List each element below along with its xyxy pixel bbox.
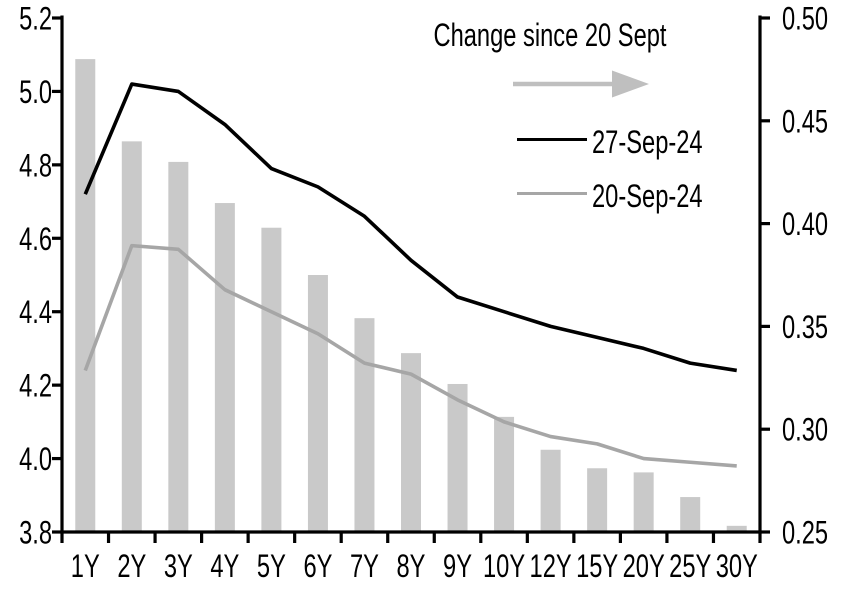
line-swatch-27-sep	[517, 138, 587, 141]
bar-2Y	[121, 141, 142, 532]
x-axis-label-9Y: 9Y	[443, 549, 472, 584]
bar-15Y	[587, 468, 608, 531]
bar-12Y	[540, 449, 561, 531]
bar-7Y	[354, 318, 375, 531]
bar-8Y	[401, 353, 421, 531]
left-axis-tick-label: 3.8	[19, 515, 52, 550]
bar-6Y	[307, 275, 328, 531]
line-swatch-20-sep	[517, 192, 587, 195]
left-axis-tick-label: 4.4	[19, 295, 52, 330]
x-axis-label-5Y: 5Y	[257, 549, 286, 584]
right-axis-tick-label: 0.35	[782, 309, 828, 344]
bar-25Y	[680, 497, 701, 531]
bar-3Y	[168, 161, 189, 532]
line-27-sep-24	[83, 82, 738, 373]
right-arrow-icon	[612, 70, 649, 98]
x-axis-label-4Y: 4Y	[210, 549, 239, 584]
right-axis-tick-label: 0.25	[782, 515, 828, 550]
x-axis-label-30Y: 30Y	[716, 549, 758, 584]
bar-4Y	[214, 203, 235, 532]
bar-9Y	[447, 383, 468, 531]
x-axis-label-8Y: 8Y	[397, 549, 426, 584]
x-axis-label-25Y: 25Y	[669, 549, 711, 584]
left-axis-tick-label: 5.0	[19, 75, 52, 110]
x-axis-label-3Y: 3Y	[164, 549, 193, 584]
x-axis-label-2Y: 2Y	[117, 549, 146, 584]
left-axis-tick-label: 4.6	[19, 221, 52, 256]
bar-1Y	[75, 59, 96, 532]
legend-item-27-sep: 27-Sep-24	[592, 124, 703, 160]
x-axis-label-7Y: 7Y	[350, 549, 379, 584]
right-axis-tick-label: 0.45	[782, 104, 828, 139]
x-axis-label-10Y: 10Y	[483, 549, 525, 584]
bar-10Y	[494, 416, 515, 531]
x-axis-label-1Y: 1Y	[71, 549, 100, 584]
right-axis-tick-label: 0.40	[782, 207, 828, 242]
left-axis-tick-label: 4.2	[19, 368, 52, 403]
left-axis-tick-label: 4.0	[19, 442, 52, 477]
x-axis-label-6Y: 6Y	[303, 549, 332, 584]
x-axis-label-15Y: 15Y	[576, 549, 618, 584]
left-axis-tick-label: 5.2	[19, 1, 52, 36]
x-axis-label-12Y: 12Y	[530, 549, 572, 584]
legend-item-20-sep: 20-Sep-24	[592, 178, 703, 214]
bar-30Y	[726, 525, 747, 531]
right-axis-tick-label: 0.30	[782, 412, 828, 447]
left-axis-tick-label: 4.8	[19, 148, 52, 183]
x-axis-label-20Y: 20Y	[623, 549, 665, 584]
line-20-sep-24	[83, 243, 737, 468]
bar-20Y	[633, 472, 654, 531]
legend-title: Change since 20 Sept	[433, 17, 667, 53]
right-axis-tick-label: 0.50	[782, 1, 828, 36]
bar-5Y	[261, 227, 282, 531]
